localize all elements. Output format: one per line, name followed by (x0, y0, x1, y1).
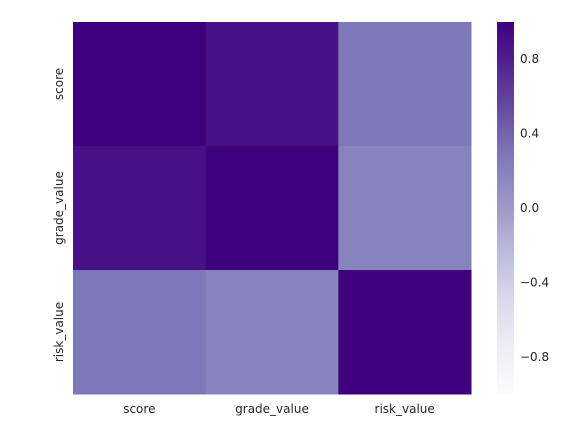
colorbar-gradient (497, 22, 514, 394)
x-tick-label-grade-value: grade_value (235, 402, 309, 416)
heatmap-cell-grade-value-score (73, 146, 207, 271)
colorbar-tick-label: 0.4 (520, 127, 539, 141)
heatmap-cell-risk-value-grade-value (205, 270, 339, 395)
heatmap-cell-grade-value-grade-value (205, 146, 339, 271)
heatmap-cell-score-score (73, 22, 207, 147)
x-tick-label-risk-value: risk_value (375, 402, 435, 416)
colorbar-tick-label: 0.8 (520, 52, 539, 66)
heatmap-cell-risk-value-risk-value (338, 270, 472, 395)
heatmap-cells (73, 22, 472, 395)
x-tick-label-score: score (123, 402, 155, 416)
y-tick-label-score: score (52, 68, 66, 100)
heatmap-cell-score-risk-value (338, 22, 472, 147)
colorbar-tick-label: −0.4 (520, 275, 549, 289)
heatmap-cell-score-grade-value (205, 22, 339, 147)
colorbar-tick-label: 0.0 (520, 201, 539, 215)
y-axis-tick-labels: score grade_value risk_value (52, 68, 66, 362)
heatmap-cell-grade-value-risk-value (338, 146, 472, 271)
colorbar-tick-labels: 0.8 0.4 0.0 −0.4 −0.8 (520, 52, 549, 364)
colorbar-tick-label: −0.8 (520, 350, 549, 364)
y-tick-label-grade-value: grade_value (52, 171, 66, 245)
y-tick-label-risk-value: risk_value (52, 302, 66, 362)
heatmap-cell-risk-value-score (73, 270, 207, 395)
x-axis-tick-labels: score grade_value risk_value (123, 402, 435, 416)
colorbar: 0.8 0.4 0.0 −0.4 −0.8 (497, 22, 549, 394)
